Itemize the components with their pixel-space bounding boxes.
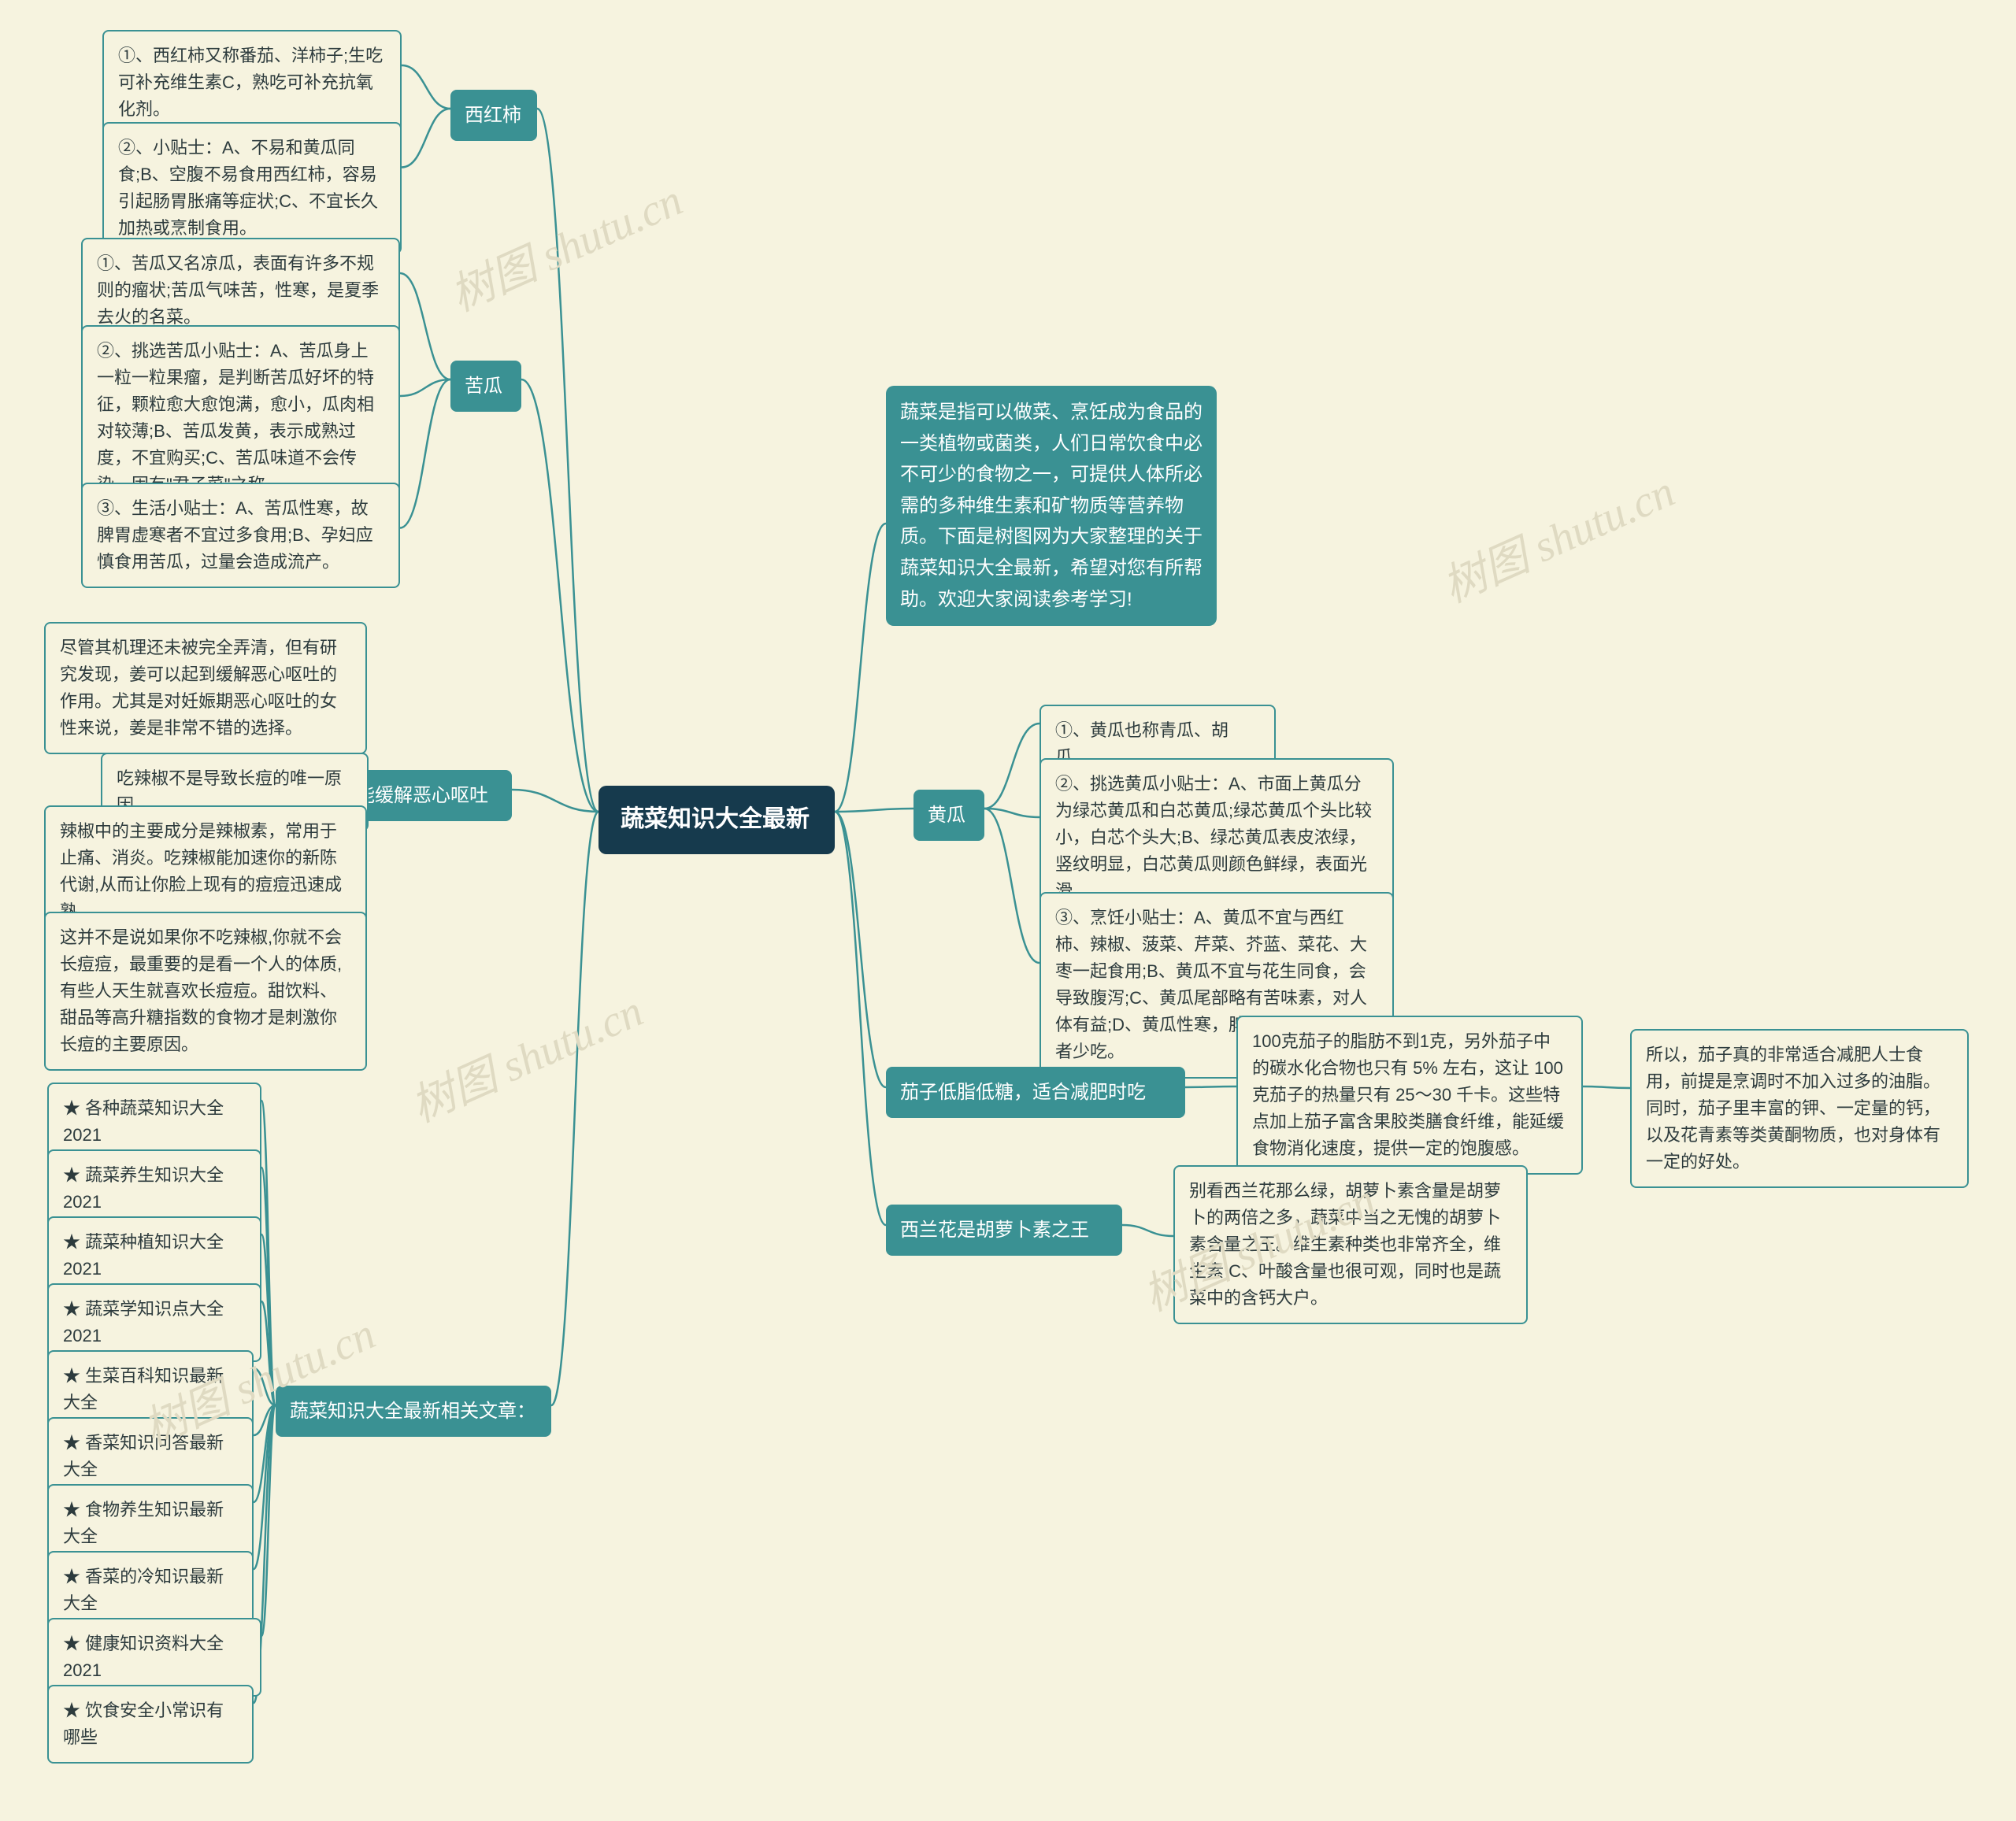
watermark: 树图 shutu.cn (399, 976, 651, 1135)
branch-xihongshi[interactable]: 西红柿 (450, 90, 537, 141)
branch-related[interactable]: 蔬菜知识大全最新相关文章： (276, 1386, 551, 1437)
leaf-qiezi-0-0: 所以，茄子真的非常适合减肥人士食用，前提是烹调时不加入过多的油脂。同时，茄子里丰… (1630, 1029, 1969, 1188)
leaf-qiezi-0: 100克茄子的脂肪不到1克，另外茄子中的碳水化合物也只有 5% 左右，这让 10… (1236, 1016, 1583, 1175)
leaf-kugua-2: ③、生活小贴士：A、苦瓜性寒，故脾胃虚寒者不宜过多食用;B、孕妇应慎食用苦瓜，过… (81, 483, 400, 588)
watermark: 树图 shutu.cn (1431, 457, 1683, 616)
branch-kugua[interactable]: 苦瓜 (450, 361, 521, 412)
branch-xilanhua[interactable]: 西兰花是胡萝卜素之王 (886, 1205, 1122, 1256)
leaf-xilanhua-0: 别看西兰花那么绿，胡萝卜素含量是胡萝卜的两倍之多，蔬菜中当之无愧的胡萝卜素含量之… (1173, 1165, 1528, 1324)
leaf-related-9: ★ 饮食安全小常识有哪些 (47, 1685, 254, 1764)
leaf-jiang-0: 尽管其机理还未被完全弄清，但有研究发现，姜可以起到缓解恶心呕吐的作用。尤其是对妊… (44, 622, 367, 754)
leaf-xihongshi-0: ①、西红柿又称番茄、洋柿子;生吃可补充维生素C，熟吃可补充抗氧化剂。 (102, 30, 402, 135)
branch-qiezi[interactable]: 茄子低脂低糖，适合减肥时吃 (886, 1067, 1185, 1118)
root-node[interactable]: 蔬菜知识大全最新 (598, 786, 835, 854)
intro-block: 蔬菜是指可以做菜、烹饪成为食品的一类植物或菌类，人们日常饮食中必不可少的食物之一… (886, 386, 1217, 626)
watermark: 树图 shutu.cn (439, 165, 691, 324)
leaf-jiang-3: 这并不是说如果你不吃辣椒,你就不会长痘痘，最重要的是看一个人的体质,有些人天生就… (44, 912, 367, 1071)
leaf-xihongshi-1: ②、小贴士：A、不易和黄瓜同食;B、空腹不易食用西红柿，容易引起肠胃胀痛等症状;… (102, 122, 402, 254)
branch-huanggua[interactable]: 黄瓜 (914, 790, 984, 841)
